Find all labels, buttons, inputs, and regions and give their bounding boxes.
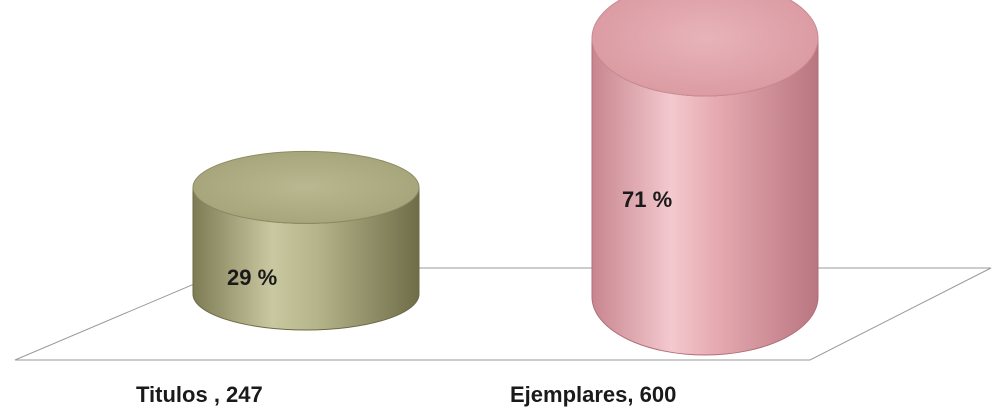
bars-layer xyxy=(192,0,819,356)
category-label-1: Ejemplares, 600 xyxy=(510,382,676,407)
data-label-1: 71 % xyxy=(622,187,672,212)
bar-0 xyxy=(192,150,420,331)
bar-top-0 xyxy=(192,150,420,224)
bar-top-1 xyxy=(591,0,819,97)
bar-1 xyxy=(591,0,819,356)
data-label-0: 29 % xyxy=(227,265,277,290)
floor-plane xyxy=(14,267,992,361)
category-label-0: Titulos , 247 xyxy=(136,382,263,407)
